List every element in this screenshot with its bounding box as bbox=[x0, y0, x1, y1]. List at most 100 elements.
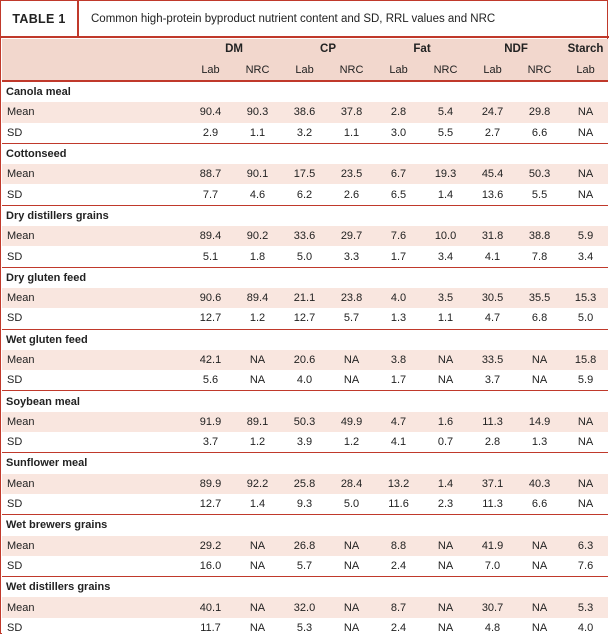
table-cell: 14.9 bbox=[516, 411, 564, 433]
table-row-sd: SD 5.6 NA 4.0 NA 1.7 NA 3.7 NA 5.9 bbox=[2, 370, 609, 391]
table-row-mean: Mean 40.1 NA 32.0 NA 8.7 NA 30.7 NA 5.3 bbox=[2, 597, 609, 618]
table-row-sd: SD 11.7 NA 5.3 NA 2.4 NA 4.8 NA 4.0 bbox=[2, 617, 609, 638]
table-cell: 5.0 bbox=[328, 493, 376, 515]
table-cell: 4.0 bbox=[375, 287, 423, 309]
row-label: Mean bbox=[2, 597, 187, 618]
table-cell: NA bbox=[516, 617, 564, 638]
table-cell: 13.6 bbox=[469, 184, 517, 206]
table-cell: 91.9 bbox=[187, 411, 234, 433]
table-cell: 1.1 bbox=[328, 122, 376, 144]
row-label: SD bbox=[2, 370, 187, 391]
feed-name: Sunflower meal bbox=[2, 452, 609, 474]
table-cell: 35.5 bbox=[516, 287, 564, 309]
table-cell: 1.4 bbox=[234, 493, 282, 515]
table-cell: NA bbox=[422, 349, 470, 371]
feed-group-row: Soybean meal bbox=[2, 390, 609, 412]
table-cell: NA bbox=[516, 555, 564, 577]
table-cell: 1.2 bbox=[328, 432, 376, 453]
table-cell: 1.8 bbox=[234, 246, 282, 268]
table-cell: 2.4 bbox=[375, 617, 423, 638]
table-cell: 90.2 bbox=[234, 226, 282, 247]
table-cell: 30.5 bbox=[469, 287, 517, 309]
feed-name: Cottonseed bbox=[2, 142, 609, 165]
table-row-sd: SD 5.1 1.8 5.0 3.3 1.7 3.4 4.1 7.8 3.4 bbox=[2, 246, 609, 268]
feed-name: Canola meal bbox=[2, 80, 609, 103]
table-cell: 50.3 bbox=[516, 164, 564, 185]
table-cell: 10.0 bbox=[422, 226, 470, 247]
table-cell: 5.7 bbox=[281, 555, 329, 577]
table-cell: 5.3 bbox=[563, 597, 609, 618]
table-cell: 2.4 bbox=[375, 555, 423, 577]
header-group-fat: Fat bbox=[375, 39, 470, 59]
table-cell: 24.7 bbox=[469, 102, 517, 123]
row-label: SD bbox=[2, 493, 187, 515]
table-cell: 1.1 bbox=[422, 308, 470, 330]
table-cell: 2.8 bbox=[375, 102, 423, 123]
table-cell: 1.2 bbox=[234, 308, 282, 330]
header-blank bbox=[2, 59, 187, 82]
table-cell: NA bbox=[328, 597, 376, 618]
table-cell: 26.8 bbox=[281, 535, 329, 556]
table-row-mean: Mean 90.6 89.4 21.1 23.8 4.0 3.5 30.5 35.5 15.3 bbox=[2, 287, 609, 309]
table-cell: 17.5 bbox=[281, 164, 329, 185]
table-cell: 4.7 bbox=[469, 308, 517, 330]
header-sub: Lab bbox=[187, 59, 234, 82]
table-cell: NA bbox=[563, 102, 609, 123]
table-row-sd: SD 7.7 4.6 6.2 2.6 6.5 1.4 13.6 5.5 NA bbox=[2, 184, 609, 206]
table-cell: 1.4 bbox=[422, 473, 470, 494]
table-cell: 5.9 bbox=[563, 226, 609, 247]
table-cell: 92.2 bbox=[234, 473, 282, 494]
table-cell: 5.0 bbox=[563, 308, 609, 330]
table-cell: 2.8 bbox=[469, 432, 517, 453]
table-cell: 8.8 bbox=[375, 535, 423, 556]
table-cell: 7.8 bbox=[516, 246, 564, 268]
table-cell: 16.0 bbox=[187, 555, 234, 577]
table-cell: 31.8 bbox=[469, 226, 517, 247]
table-cell: 6.6 bbox=[516, 122, 564, 144]
table-cell: 1.2 bbox=[234, 432, 282, 453]
table-cell: 32.0 bbox=[281, 597, 329, 618]
header-blank bbox=[2, 39, 187, 59]
nutrient-table: DM CP Fat NDF Starch Lab NRC Lab NRC Lab… bbox=[2, 39, 609, 638]
table-cell: NA bbox=[328, 555, 376, 577]
table-title-bar: TABLE 1 Common high-protein byproduct nu… bbox=[1, 1, 609, 38]
feed-group-row: Wet gluten feed bbox=[2, 328, 609, 350]
table-cell: 3.9 bbox=[281, 432, 329, 453]
feed-group-row: Dry distillers grains bbox=[2, 204, 609, 227]
feed-group-row: Wet brewers grains bbox=[2, 514, 609, 536]
table-cell: NA bbox=[422, 535, 470, 556]
table-cell: 89.4 bbox=[187, 226, 234, 247]
table-cell: 5.1 bbox=[187, 246, 234, 268]
table-cell: NA bbox=[422, 555, 470, 577]
table-cell: 2.6 bbox=[328, 184, 376, 206]
header-row-groups: DM CP Fat NDF Starch bbox=[2, 39, 609, 59]
header-group-cp: CP bbox=[281, 39, 376, 59]
table-cell: 6.2 bbox=[281, 184, 329, 206]
table-cell: NA bbox=[563, 122, 609, 144]
table-cell: 21.1 bbox=[281, 287, 329, 309]
row-label: SD bbox=[2, 122, 187, 144]
table-cell: 40.1 bbox=[187, 597, 234, 618]
feed-group-row: Sunflower meal bbox=[2, 452, 609, 474]
table-cell: 3.7 bbox=[469, 370, 517, 391]
table-body: Canola meal Mean 90.4 90.3 38.6 37.8 2.8 5.4 24.… bbox=[2, 80, 609, 638]
table-cell: NA bbox=[328, 535, 376, 556]
table-row-mean: Mean 89.4 90.2 33.6 29.7 7.6 10.0 31.8 38.8 5.9 bbox=[2, 226, 609, 247]
feed-group-row: Cottonseed bbox=[2, 142, 609, 165]
table-cell: 12.7 bbox=[281, 308, 329, 330]
table-cell: 29.8 bbox=[516, 102, 564, 123]
table-row-sd: SD 12.7 1.4 9.3 5.0 11.6 2.3 11.3 6.6 NA bbox=[2, 493, 609, 515]
table-cell: 23.5 bbox=[328, 164, 376, 185]
table-cell: 5.5 bbox=[422, 122, 470, 144]
table-cell: 4.1 bbox=[375, 432, 423, 453]
table-cell: 5.3 bbox=[281, 617, 329, 638]
row-label: Mean bbox=[2, 287, 187, 309]
table-cell: 45.4 bbox=[469, 164, 517, 185]
feed-name: Dry gluten feed bbox=[2, 266, 609, 288]
table-cell: 5.0 bbox=[281, 246, 329, 268]
row-label: SD bbox=[2, 308, 187, 330]
header-group-starch: Starch bbox=[563, 39, 609, 59]
table-row-sd: SD 3.7 1.2 3.9 1.2 4.1 0.7 2.8 1.3 NA bbox=[2, 432, 609, 453]
table-cell: 2.9 bbox=[187, 122, 234, 144]
